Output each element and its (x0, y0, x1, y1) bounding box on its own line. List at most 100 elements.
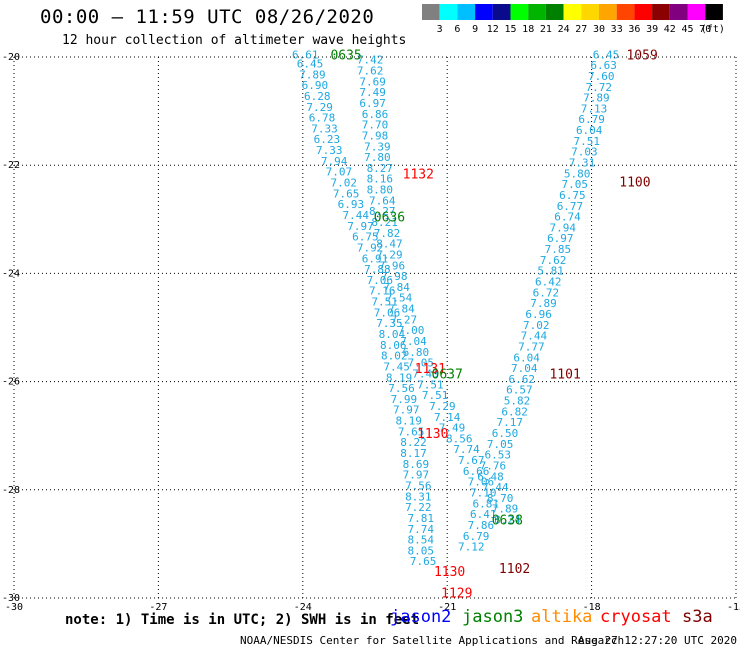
wave-height-value: 7.33 (311, 122, 338, 135)
wave-height-value: 6.79 (578, 113, 605, 126)
wave-height-value: 7.98 (362, 129, 389, 142)
pass-time-label: 0638 (492, 514, 523, 529)
wave-height-value: 7.44 (482, 481, 509, 494)
wave-height-value: 6.28 (304, 90, 331, 103)
wave-height-value: 5.80 (564, 167, 591, 180)
wave-height-value: 7.60 (588, 70, 615, 83)
scale-label: 12 (487, 24, 499, 35)
wave-height-value: 7.12 (458, 541, 485, 554)
wave-height-value: 7.74 (407, 523, 434, 536)
wave-height-value: 7.05 (487, 438, 514, 451)
y-tick-label: -22 (2, 160, 20, 171)
chart-title: 00:00 – 11:59 UTC 08/26/2020 (40, 6, 375, 28)
pass-time-label: 1100 (619, 175, 650, 190)
wave-height-value: 7.51 (574, 135, 601, 148)
wave-height-value: 7.51 (422, 389, 449, 402)
wave-height-value: 7.98 (381, 270, 408, 283)
pass-time-label: 0637 (432, 367, 463, 382)
wave-height-value: 6.78 (309, 112, 336, 125)
scale-label: 36 (628, 24, 640, 35)
y-tick-label: -30 (2, 593, 20, 604)
scale-label: 21 (540, 24, 552, 35)
wave-height-value: 7.42 (357, 54, 384, 67)
wave-height-value: 7.10 (470, 487, 497, 500)
wave-height-value: 6.80 (403, 346, 430, 359)
wave-height-value: 7.94 (321, 155, 348, 168)
scale-swatch (475, 4, 493, 20)
wave-height-value: 7.02 (523, 319, 550, 332)
wave-height-value: 7.44 (342, 209, 369, 222)
y-tick-label: -28 (2, 485, 20, 496)
wave-height-value: 8.05 (407, 544, 434, 557)
wave-height-value: 7.29 (306, 101, 333, 114)
wave-height-value: 7.97 (347, 220, 374, 233)
wave-height-value: 7.06 (374, 306, 401, 319)
wave-height-value: 7.17 (497, 416, 524, 429)
wave-height-value: 6.63 (590, 59, 617, 72)
wave-height-value: 6.53 (484, 449, 511, 462)
wave-height-value: 8.22 (400, 436, 427, 449)
scale-label: 33 (611, 24, 623, 35)
wave-height-value: 6.75 (352, 231, 379, 244)
wave-height-value: 7.82 (374, 227, 401, 240)
wave-height-value: 6.04 (576, 124, 603, 137)
scale-swatch (457, 4, 476, 20)
wave-height-value: 7.04 (400, 335, 427, 348)
wave-height-value: 7.00 (398, 324, 425, 337)
scale-label: 45 (681, 24, 693, 35)
wave-height-value: 7.16 (369, 285, 396, 298)
pass-time-label: 1130 (434, 565, 465, 580)
wave-height-value: 7.49 (439, 422, 466, 435)
wave-height-value: 8.31 (405, 490, 432, 503)
wave-height-value: 7.35 (376, 317, 403, 330)
wave-height-value: 8.02 (381, 350, 408, 363)
credit-line: NOAA/NESDIS Center for Satellite Applica… (240, 634, 625, 647)
scale-swatch (510, 4, 529, 20)
wave-height-value: 6.74 (554, 211, 581, 224)
wave-height-value: 7.81 (407, 512, 434, 525)
wave-height-value: 7.14 (434, 411, 461, 424)
footnote: note: 1) Time is in UTC; 2) SWH is in fe… (65, 612, 420, 628)
scale-swatch (581, 4, 599, 20)
wave-height-value: 7.89 (583, 92, 610, 105)
wave-height-value: 6.75 (559, 189, 586, 202)
generation-timestamp: Aug 27 12:27:20 UTC 2020 (578, 634, 737, 647)
y-tick-label: -20 (2, 52, 20, 63)
wave-height-value: 6.45 (297, 57, 324, 70)
wave-height-value: 7.02 (330, 177, 357, 190)
wave-height-value: 6.45 (593, 48, 620, 61)
wave-height-value: 7.88 (364, 263, 391, 276)
wave-height-value: 6.61 (292, 48, 319, 61)
wave-height-value: 8.17 (400, 447, 427, 460)
wave-height-value: 6.93 (338, 198, 365, 211)
wave-height-value: 6.96 (525, 308, 552, 321)
wave-height-value: 7.69 (359, 75, 386, 88)
wave-height-value: 7.86 (468, 519, 495, 532)
scale-swatch (545, 4, 564, 20)
pass-time-label: 1131 (415, 362, 446, 377)
wave-height-value: 7.49 (359, 86, 386, 99)
wave-height-value: 7.97 (403, 469, 430, 482)
wave-height-value: 7.77 (518, 340, 545, 353)
y-tick-label: -24 (2, 268, 20, 279)
scale-label: 15 (504, 24, 516, 35)
wave-height-value: 6.66 (463, 465, 490, 478)
wave-height-value: 6.91 (362, 252, 389, 265)
scale-label: 39 (646, 24, 658, 35)
scale-swatch (439, 4, 458, 20)
wave-height-value: 6.41 (470, 508, 497, 521)
x-tick-label: -30 (5, 602, 23, 610)
wave-height-value: 7.65 (398, 425, 425, 438)
wave-height-value: 7.51 (371, 296, 398, 309)
wave-height-value: 6.77 (557, 200, 584, 213)
scale-label: 27 (575, 24, 587, 35)
wave-height-value: 7.94 (549, 221, 576, 234)
wave-height-value: 7.33 (316, 144, 343, 157)
scale-label: 70 (699, 24, 711, 35)
wave-height-value: 8.80 (367, 184, 394, 197)
wave-height-value: 7.84 (388, 303, 415, 316)
x-tick-label: -18 (583, 602, 601, 610)
wave-height-value: 7.29 (429, 400, 456, 413)
x-tick-label: -15 (727, 602, 740, 610)
wave-height-value: 7.89 (530, 297, 557, 310)
